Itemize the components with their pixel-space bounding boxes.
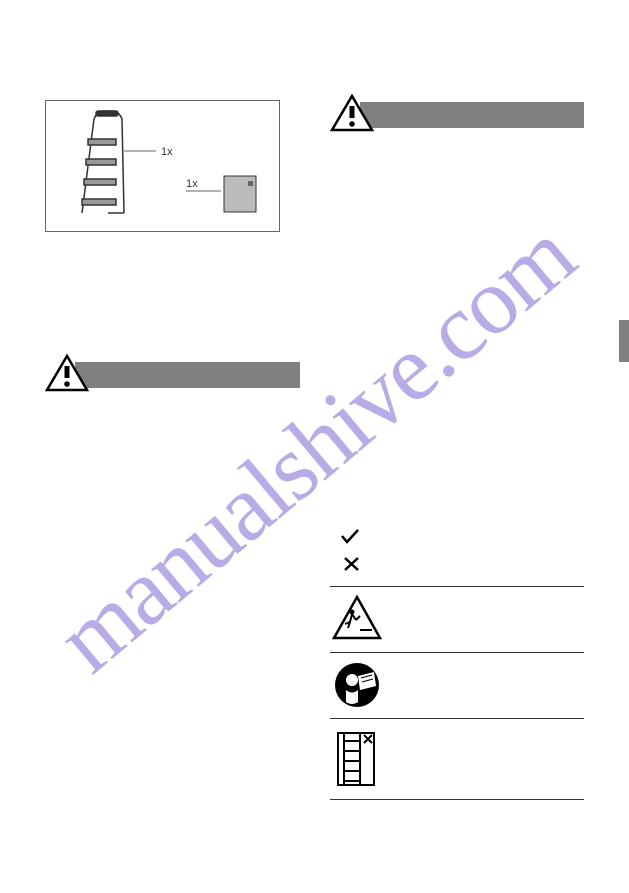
warning-triangle-icon xyxy=(330,94,374,134)
checkmark-icon xyxy=(330,528,370,546)
warning-bar-left xyxy=(75,362,300,388)
left-column: 1x 1x xyxy=(45,70,300,806)
ladder-qty-label: 1x xyxy=(161,146,173,158)
symbols-section xyxy=(330,528,585,800)
fall-hazard-icon xyxy=(330,594,385,644)
manual-qty-label: 1x xyxy=(186,178,198,190)
read-manual-row xyxy=(330,659,585,719)
read-manual-icon xyxy=(330,660,385,710)
page-content: 1x 1x xyxy=(0,0,629,836)
x-icon xyxy=(330,554,370,576)
right-column xyxy=(330,70,585,806)
fall-hazard-row xyxy=(330,593,585,653)
x-row xyxy=(330,554,585,587)
no-damaged-ladder-icon xyxy=(330,727,385,789)
warning-bar-right xyxy=(360,102,585,128)
no-damaged-ladder-row xyxy=(330,725,585,800)
parts-diagram: 1x 1x xyxy=(45,100,280,232)
side-tab xyxy=(619,320,629,362)
ladder-icon xyxy=(82,111,124,213)
checkmark-row xyxy=(330,528,585,554)
manual-icon xyxy=(224,176,256,212)
warning-triangle-icon xyxy=(45,354,89,394)
